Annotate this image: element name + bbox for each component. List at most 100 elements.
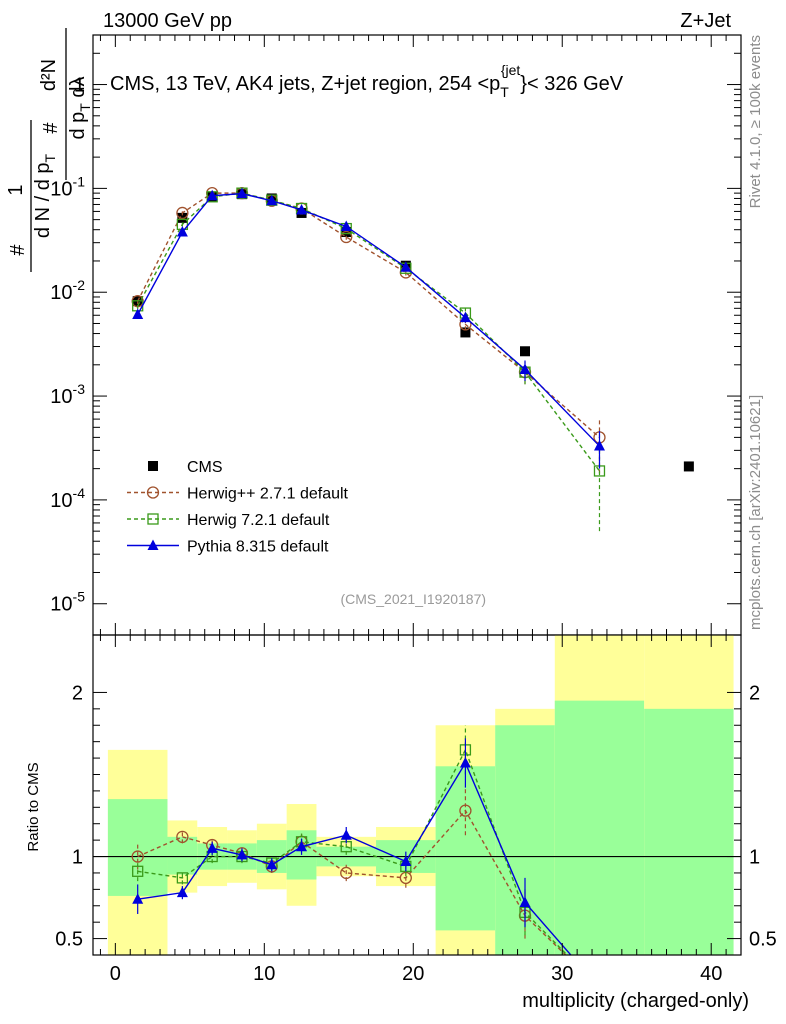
ratio-frame: [92, 634, 742, 956]
main-y-tick-base: 1: [74, 75, 85, 97]
main-point-cms: [683, 461, 694, 472]
title-sup: {jet: [501, 62, 521, 78]
mcplots-label: mcplots.cern.ch [arXiv:2401.10621]: [747, 395, 764, 630]
x-axis-label: multiplicity (charged-only): [522, 990, 749, 1012]
main-point-pythia: [176, 226, 188, 237]
main-y-tick-exp: -2: [73, 277, 86, 293]
ratio-y-tick-label-right: 2: [749, 682, 760, 704]
main-point-pythia: [459, 311, 471, 323]
main-y-tick-label: 10-1: [50, 173, 85, 200]
main-y-tick-label: 1: [74, 75, 85, 97]
ratio-point-pythia: [132, 893, 144, 904]
ratio-point-herwig7: [132, 865, 144, 877]
legend-label-herwig7: Herwig 7.2.1 default: [187, 512, 330, 529]
ylabel-one: 1: [5, 184, 27, 195]
ratio-point-herwigpp: [176, 830, 189, 843]
ratio-point-herwig7: [176, 872, 189, 884]
header-right: Z+Jet: [680, 10, 731, 32]
main-y-tick-base: 10: [50, 490, 72, 512]
ylabel-num2: d²N: [38, 59, 60, 91]
title-sub: T: [500, 84, 509, 100]
title-main: CMS, 13 TeV, AK4 jets, Z+jet region, 254…: [110, 73, 500, 95]
legend-label-herwigpp: Herwig++ 2.7.1 default: [187, 486, 349, 503]
ylabel-hash: #: [7, 244, 29, 256]
ylabel-den-sub: T: [42, 153, 58, 162]
legend-marker-cms: [148, 461, 158, 471]
ratio-y-tick-label-right: 0.5: [749, 929, 777, 951]
watermark: (CMS_2021_I1920187): [341, 591, 487, 607]
main-line-herwig7: [137, 192, 601, 472]
ratio-band-green: [644, 708, 734, 955]
main-y-tick-label: 10-2: [50, 277, 85, 304]
main-y-tick-label: 10-3: [50, 381, 85, 408]
main-point-pythia: [266, 194, 278, 206]
ratio-point-pythia: [296, 840, 308, 852]
ratio-x-tick-label: 0: [110, 963, 121, 985]
ratio-point-pythia: [266, 858, 278, 870]
ylabel-den2-main: d p: [67, 112, 89, 140]
ratio-point-pythia: [340, 829, 352, 840]
main-point-herwigpp: [340, 230, 353, 244]
ratio-y-tick-label: 0.5: [55, 929, 83, 951]
ylabel-denominator-2: d pT dλ: [67, 76, 93, 139]
ratio-x-tick-label: 20: [402, 963, 424, 985]
ratio-point-herwigpp: [340, 866, 353, 880]
main-y-tick-label: 10-4: [50, 485, 85, 512]
main-y-tick-exp: -4: [73, 485, 86, 501]
main-panel: 10-510-410-310-210-11 CMS, 13 TeV, AK4 je…: [50, 34, 742, 636]
main-y-tick-base: 10: [50, 594, 72, 616]
main-y-tick-exp: -5: [73, 589, 86, 605]
title-post: }< 326 GeV: [520, 73, 624, 95]
ratio-point-pythia: [236, 848, 248, 860]
main-y-tick-exp: -1: [73, 173, 86, 189]
ratio-point-pythia: [206, 842, 218, 853]
ylabel-den2-post: dλ: [67, 76, 89, 103]
ratio-x-tick-label: 40: [700, 963, 722, 985]
main-y-tick-label: 10-5: [50, 589, 85, 616]
ylabel-denominator: d N / d pT: [32, 153, 58, 238]
main-point-pythia: [206, 189, 218, 201]
main-series-group: [131, 186, 694, 635]
ratio-point-pythia: [519, 896, 531, 907]
ratio-y-axis-label: Ratio to CMS: [25, 762, 42, 851]
ratio-point-pythia: [400, 855, 412, 866]
legend-marker-pythia: [147, 539, 159, 550]
ratio-band-green: [554, 700, 645, 955]
main-y-tick-exp: -3: [73, 381, 86, 397]
main-y-tick-base: 10: [50, 178, 72, 200]
chart-title: CMS, 13 TeV, AK4 jets, Z+jet region, 254…: [110, 62, 624, 100]
ratio-y-tick-label: 1: [72, 847, 83, 869]
ratio-point-herwigpp: [131, 850, 144, 863]
main-y-tick-base: 10: [50, 282, 72, 304]
main-point-pythia: [132, 308, 144, 320]
ratio-point-herwigpp: [459, 804, 472, 817]
ylabel-den2-sub: T: [77, 103, 93, 112]
main-line-herwigpp: [137, 192, 600, 438]
ratio-y-tick-label-right: 1: [749, 847, 760, 869]
main-line-pythia: [137, 192, 600, 447]
main-point-pythia: [593, 440, 605, 451]
main-point-herwigpp: [176, 206, 189, 220]
ratio-point-pythia: [176, 886, 188, 898]
legend-label-pythia: Pythia 8.315 default: [187, 539, 329, 556]
rivet-label: Rivet 4.1.0, ≥ 100k events: [747, 35, 764, 208]
main-point-pythia: [236, 187, 248, 199]
ylabel-num-hash: #: [40, 122, 62, 134]
ylabel-den-main: d N / d p: [32, 162, 54, 238]
main-point-cms: [520, 346, 530, 357]
main-point-pythia: [296, 203, 308, 215]
ratio-bands-group: [93, 635, 741, 955]
legend-marker-herwigpp: [146, 486, 160, 499]
main-point-pythia: [340, 220, 352, 231]
ratio-x-tick-label: 30: [551, 963, 573, 985]
main-point-pythia: [400, 261, 412, 272]
ratio-y-tick-label: 2: [72, 682, 83, 704]
main-y-tick-base: 10: [50, 386, 72, 408]
ratio-band-green: [435, 766, 496, 931]
legend-marker-herwig7: [147, 513, 159, 525]
ratio-point-pythia: [459, 757, 471, 768]
main-point-cms: [460, 327, 471, 338]
